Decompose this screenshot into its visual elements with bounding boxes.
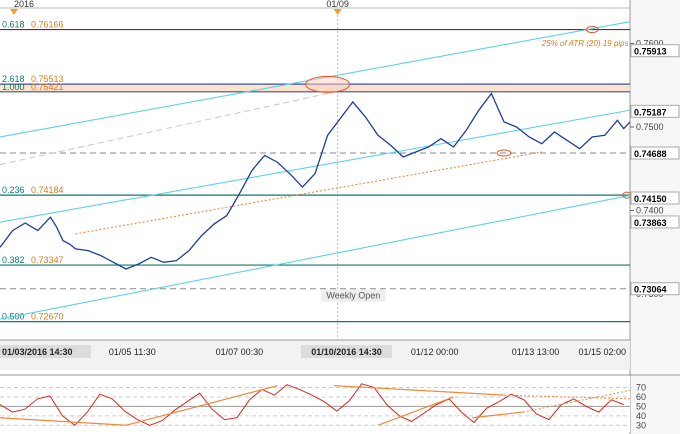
- trend-channel-line: [0, 109, 631, 223]
- oscillator-trendline: [503, 394, 631, 400]
- price-label-text: 0.74150: [634, 194, 667, 204]
- price-tick-label: 0.7500: [636, 122, 664, 132]
- fib-ratio-label: 2.618: [2, 74, 25, 84]
- fib-ratio-label: 1.000: [2, 82, 25, 92]
- price-label-text: 0.74688: [634, 149, 667, 159]
- weekly-open-box: [321, 289, 386, 302]
- top-marker-arrow: [10, 9, 18, 15]
- price-series-line: [0, 92, 631, 270]
- oscillator-tick-label: 70: [636, 383, 646, 393]
- fib-price-label: 0.76166: [31, 20, 64, 30]
- price-tick-label: 0.7400: [636, 206, 664, 216]
- price-label-box: [630, 282, 680, 296]
- oscillator-trendline: [0, 417, 127, 426]
- price-label-box: [630, 215, 680, 229]
- fib-ratio-label: 0.618: [2, 20, 25, 30]
- oscillator-tick-label: 40: [636, 411, 646, 421]
- high-ellipse: [305, 75, 351, 93]
- atr-annotation: 25% of ATR (20) 19 pips: [541, 39, 629, 48]
- time-label-highlight: [301, 345, 392, 358]
- price-label-box: [630, 191, 680, 205]
- top-marker-label: 01/09: [326, 0, 349, 9]
- time-tick-label: 01/05 11:30: [109, 347, 156, 357]
- price-label-text: 0.73064: [634, 285, 667, 295]
- price-label-box: [630, 104, 680, 118]
- top-marker-arrow: [333, 9, 342, 15]
- time-tick-label: 01/13 13:00: [512, 347, 560, 357]
- fib-price-label: 0.73347: [31, 255, 64, 265]
- time-tick-label: 01/03/2016 14:30: [2, 347, 73, 357]
- price-label-text: 0.73863: [634, 218, 667, 228]
- time-tick-label: 01/10/2016 14:30: [311, 347, 382, 357]
- fib-price-label: 0.72670: [31, 312, 64, 322]
- trend-channel-line: [0, 88, 347, 166]
- trend-channel-line: [0, 194, 631, 320]
- oscillator-series-line: [0, 383, 624, 426]
- price-label-text: 0.75187: [634, 107, 667, 117]
- oscillator-trendline: [125, 385, 278, 426]
- fib-price-label: 0.74184: [31, 185, 64, 195]
- time-label-highlight: [0, 345, 91, 358]
- oscillator-trendline: [472, 411, 523, 419]
- time-tick-label: 01/15 02:00: [578, 347, 626, 357]
- target-ellipse: [585, 26, 599, 34]
- price-label-box: [630, 44, 680, 58]
- fib-ratio-label: 0.236: [2, 185, 25, 195]
- price-tick-label: 0.7600: [636, 38, 664, 48]
- time-tick-label: 01/07 00:30: [216, 347, 264, 357]
- oscillator-tick-label: 60: [636, 392, 646, 402]
- weekly-open-label: Weekly Open: [326, 291, 380, 301]
- support-ellipse: [496, 149, 512, 157]
- fib-price-label: 0.75421: [31, 82, 64, 92]
- oscillator-tick-label: 30: [636, 420, 646, 430]
- oscillator-trendline: [333, 385, 505, 396]
- trend-channel-line: [75, 151, 542, 235]
- oscillator-trendline: [377, 396, 454, 426]
- price-label-box: [630, 146, 680, 160]
- fib-price-label: 0.75513: [31, 74, 64, 84]
- top-marker-label: 2016: [14, 0, 34, 9]
- price-label-text: 0.75913: [634, 47, 667, 57]
- oscillator-panel: [0, 376, 630, 432]
- time-tick-label: 01/12 00:00: [411, 347, 459, 357]
- oscillator-tick-label: 50: [636, 401, 646, 411]
- fib-ratio-label: 0.382: [2, 255, 25, 265]
